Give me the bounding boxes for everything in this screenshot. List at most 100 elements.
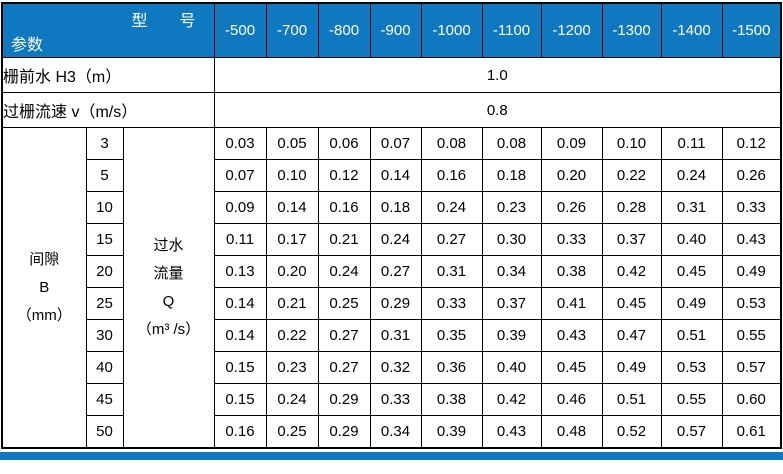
flow-value-cell: 0.31 — [420, 255, 483, 288]
flow-header-line: Q — [162, 292, 175, 310]
flow-value-cell: 0.08 — [481, 127, 542, 160]
gap-value-cell: 45 — [85, 383, 124, 416]
data-row-gap-45: 45 0.15 0.24 0.29 0.33 0.38 0.42 0.46 0.51 0.55 0.… — [2, 383, 782, 416]
flow-value-cell: 0.25 — [265, 415, 319, 449]
flow-value-cell: 0.33 — [540, 223, 603, 256]
flow-value-cell: 0.39 — [420, 415, 483, 449]
model-col-500: -500 — [213, 2, 267, 58]
flow-value-cell: 0.24 — [660, 159, 723, 192]
param-value-flow-velocity: 0.8 — [213, 92, 782, 128]
flow-header-line: 流量 — [153, 264, 184, 282]
param-label-flow-velocity: 过栅流速 v（m/s） — [1, 92, 215, 128]
flow-value-cell: 0.22 — [601, 159, 662, 192]
screen-spec-table: 型 号 参数 -500 -700 -800 -900 -1000 -1100 -1200 -1… — [1, 2, 783, 449]
gap-value-cell: 50 — [85, 415, 124, 449]
flow-value-cell: 0.16 — [213, 415, 267, 449]
flow-value-cell: 0.47 — [601, 319, 662, 352]
data-row-gap-50: 50 0.16 0.25 0.29 0.34 0.39 0.43 0.48 0.52 0.57 0.… — [2, 415, 782, 449]
flow-value-cell: 0.24 — [265, 383, 319, 416]
flow-value-cell: 0.52 — [601, 415, 662, 449]
flow-value-cell: 0.14 — [213, 319, 267, 352]
flow-value-cell: 0.33 — [721, 191, 782, 224]
flow-value-cell: 0.57 — [721, 351, 782, 384]
flow-value-cell: 0.07 — [369, 127, 422, 160]
flow-value-cell: 0.40 — [660, 223, 723, 256]
flow-value-cell: 0.51 — [601, 383, 662, 416]
flow-value-cell: 0.61 — [721, 415, 782, 449]
flow-value-cell: 0.49 — [721, 255, 782, 288]
flow-value-cell: 0.53 — [660, 351, 723, 384]
gap-value-cell: 10 — [85, 191, 124, 224]
flow-value-cell: 0.27 — [317, 319, 371, 352]
flow-value-cell: 0.32 — [369, 351, 422, 384]
model-header-row: 型 号 参数 -500 -700 -800 -900 -1000 -1100 -1200 -1… — [1, 2, 782, 58]
flow-value-cell: 0.46 — [540, 383, 603, 416]
flow-value-cell: 0.55 — [660, 383, 723, 416]
flow-value-cell: 0.11 — [660, 127, 723, 160]
flow-value-cell: 0.17 — [265, 223, 319, 256]
flow-value-cell: 0.33 — [420, 287, 483, 320]
corner-inner: 型 号 参数 — [3, 4, 213, 57]
gap-value-cell: 25 — [85, 287, 124, 320]
flow-value-cell: 0.60 — [721, 383, 782, 416]
gap-column-header: 间隙 B （mm） — [1, 127, 87, 449]
data-row-gap-15: 15 0.11 0.17 0.21 0.24 0.27 0.30 0.33 0.37 0.40 0.… — [2, 223, 782, 256]
flow-value-cell: 0.43 — [481, 415, 542, 449]
flow-value-cell: 0.34 — [369, 415, 422, 449]
flow-header-line: （m³ /s） — [136, 320, 201, 338]
model-col-1400: -1400 — [660, 2, 723, 58]
flow-value-cell: 0.23 — [481, 191, 542, 224]
flow-value-cell: 0.20 — [540, 159, 603, 192]
gap-header-line: 间隙 — [29, 250, 60, 268]
flow-value-cell: 0.05 — [265, 127, 319, 160]
flow-value-cell: 0.26 — [721, 159, 782, 192]
corner-header-cell: 型 号 参数 — [1, 2, 215, 58]
flow-value-cell: 0.27 — [420, 223, 483, 256]
gap-value-cell: 40 — [85, 351, 124, 384]
flow-value-cell: 0.38 — [420, 383, 483, 416]
flow-value-cell: 0.49 — [660, 287, 723, 320]
flow-value-cell: 0.06 — [317, 127, 371, 160]
flow-value-cell: 0.42 — [601, 255, 662, 288]
flow-value-cell: 0.34 — [481, 255, 542, 288]
flow-value-cell: 0.25 — [317, 287, 371, 320]
flow-value-cell: 0.12 — [317, 159, 371, 192]
next-table-header-strip — [0, 452, 783, 460]
data-row-gap-10: 10 0.09 0.14 0.16 0.18 0.24 0.23 0.26 0.28 0.31 0.… — [2, 191, 782, 224]
flow-value-cell: 0.26 — [540, 191, 603, 224]
gap-value-cell: 15 — [85, 223, 124, 256]
param-label-water-depth: 栅前水 H3（m） — [1, 57, 215, 93]
data-row-gap-40: 40 0.15 0.23 0.27 0.32 0.36 0.40 0.45 0.49 0.53 0.… — [2, 351, 782, 384]
flow-value-cell: 0.37 — [481, 287, 542, 320]
model-col-700: -700 — [265, 2, 319, 58]
model-col-800: -800 — [317, 2, 371, 58]
table-body: 栅前水 H3（m） 1.0 过栅流速 v（m/s） 0.8 间隙 B （mm） 3 过水… — [1, 57, 782, 449]
flow-value-cell: 0.18 — [481, 159, 542, 192]
flow-value-cell: 0.23 — [265, 351, 319, 384]
flow-value-cell: 0.40 — [481, 351, 542, 384]
corner-label-model: 型 号 — [131, 13, 196, 30]
flow-value-cell: 0.29 — [317, 383, 371, 416]
flow-value-cell: 0.20 — [265, 255, 319, 288]
flow-value-cell: 0.53 — [721, 287, 782, 320]
model-col-900: -900 — [369, 2, 422, 58]
flow-value-cell: 0.13 — [213, 255, 267, 288]
flow-value-cell: 0.31 — [369, 319, 422, 352]
flow-value-cell: 0.11 — [213, 223, 267, 256]
flow-value-cell: 0.09 — [213, 191, 267, 224]
flow-value-cell: 0.14 — [213, 287, 267, 320]
param-row-water-depth: 栅前水 H3（m） 1.0 — [1, 57, 782, 93]
data-row-gap-25: 25 0.14 0.21 0.25 0.29 0.33 0.37 0.41 0.45 0.49 0.… — [2, 287, 782, 320]
gap-header-line: B — [39, 278, 50, 296]
flow-value-cell: 0.16 — [317, 191, 371, 224]
data-row-gap-3: 间隙 B （mm） 3 过水 流量 Q （m³ /s） 0.03 0.05 0.06 0.07 0.08… — [1, 127, 782, 449]
flow-value-cell: 0.22 — [265, 319, 319, 352]
flow-value-cell: 0.35 — [420, 319, 483, 352]
flow-value-cell: 0.16 — [420, 159, 483, 192]
flow-value-cell: 0.12 — [721, 127, 782, 160]
flow-value-cell: 0.24 — [369, 223, 422, 256]
flow-value-cell: 0.10 — [265, 159, 319, 192]
model-col-1500: -1500 — [721, 2, 782, 58]
model-col-1200: -1200 — [540, 2, 603, 58]
